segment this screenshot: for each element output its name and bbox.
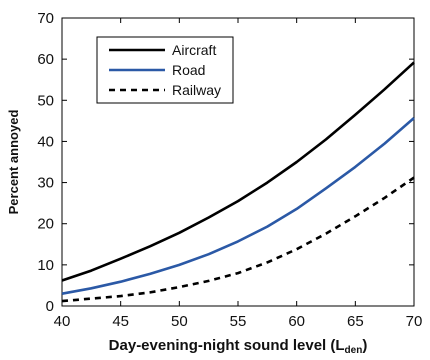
x-axis-title: Day-evening-night sound level (Lden) (109, 337, 368, 356)
y-tick-label: 0 (46, 298, 54, 315)
y-axis: 0 10 20 30 40 50 60 70 (37, 10, 414, 315)
series-line-road (61, 117, 415, 295)
series-layer (61, 61, 415, 303)
x-axis-title-main: Day-evening-night sound level (L (109, 337, 345, 354)
y-tick-label: 60 (37, 51, 54, 68)
legend-label-railway: Railway (172, 82, 221, 98)
y-tick-label: 10 (37, 257, 54, 274)
legend: Aircraft Road Railway (96, 36, 234, 104)
x-axis-title-subscript: den (345, 345, 363, 356)
y-tick-label: 40 (37, 133, 54, 150)
series-line-railway (61, 176, 415, 303)
series-line-aircraft (61, 61, 415, 282)
x-tick-label: 40 (54, 313, 71, 330)
y-tick-label: 20 (37, 216, 54, 233)
x-axis: 40 45 50 55 60 65 70 (54, 18, 423, 330)
legend-label-road: Road (172, 62, 205, 78)
x-axis-title-close: ) (362, 337, 367, 354)
y-tick-label: 30 (37, 175, 54, 192)
x-tick-label: 65 (347, 313, 364, 330)
y-axis-title: Percent annoyed (6, 110, 21, 215)
x-tick-label: 45 (112, 313, 129, 330)
x-tick-label: 70 (406, 313, 423, 330)
x-tick-label: 60 (288, 313, 305, 330)
x-tick-label: 55 (230, 313, 247, 330)
y-tick-label: 50 (37, 92, 54, 109)
y-tick-label: 70 (37, 10, 54, 27)
x-tick-label: 50 (171, 313, 188, 330)
legend-label-aircraft: Aircraft (172, 42, 216, 58)
